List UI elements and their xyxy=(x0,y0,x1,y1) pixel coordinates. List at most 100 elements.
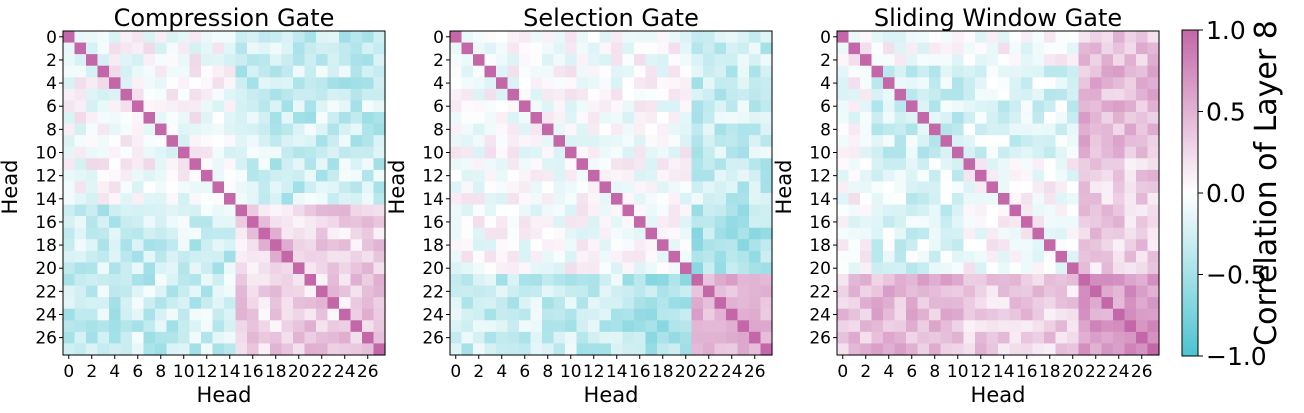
heatmap-cell xyxy=(940,88,953,102)
heatmap-cell xyxy=(860,262,873,275)
heatmap-cell xyxy=(737,320,750,333)
heatmap-cell xyxy=(634,31,647,44)
heatmap-cell xyxy=(714,135,727,148)
heatmap-cell xyxy=(883,135,896,148)
heatmap-cell xyxy=(645,274,658,287)
heatmap-cell xyxy=(1032,274,1045,287)
heatmap-cell xyxy=(132,65,145,78)
heatmap-cell xyxy=(473,331,486,345)
heatmap-cell xyxy=(247,216,260,229)
heatmap-cell xyxy=(963,77,976,90)
heatmap-cell xyxy=(986,42,999,55)
heatmap-cell xyxy=(1101,181,1114,194)
heatmap-cell xyxy=(1090,146,1103,159)
heatmap-cell xyxy=(201,100,214,113)
heatmap-cell xyxy=(350,204,363,217)
heatmap-cell xyxy=(848,227,861,240)
heatmap-cell xyxy=(461,274,474,287)
heatmap-cell xyxy=(963,308,976,321)
heatmap-cell xyxy=(1021,31,1034,44)
heatmap-cell xyxy=(714,42,727,55)
heatmap-cell xyxy=(940,135,953,148)
y-tick-label: 22 xyxy=(809,282,831,302)
heatmap-cell xyxy=(316,297,329,310)
heatmap-cell xyxy=(714,88,727,102)
heatmap-cell xyxy=(588,274,601,287)
heatmap-cell xyxy=(588,135,601,148)
heatmap-cell xyxy=(281,54,294,67)
heatmap-cell xyxy=(1078,308,1091,321)
heatmap-cell xyxy=(680,227,693,240)
heatmap-cell xyxy=(235,88,248,102)
heatmap-cell xyxy=(634,123,647,136)
heatmap-cell xyxy=(894,308,907,321)
heatmap-cell xyxy=(1136,262,1149,275)
heatmap-cell xyxy=(860,123,873,136)
heatmap-cell xyxy=(622,274,635,287)
heatmap-cell xyxy=(634,169,647,183)
heatmap-cell xyxy=(258,181,271,194)
heatmap-cell xyxy=(143,158,156,171)
heatmap-cell xyxy=(737,204,750,217)
heatmap-cell xyxy=(109,343,122,356)
heatmap-cell xyxy=(155,239,168,252)
heatmap-cell xyxy=(166,112,179,125)
heatmap-cell xyxy=(1136,239,1149,252)
heatmap-cell xyxy=(599,297,612,310)
heatmap-cell xyxy=(1136,88,1149,102)
heatmap-cell xyxy=(1101,216,1114,229)
heatmap-cell xyxy=(749,65,762,78)
heatmap-cell xyxy=(848,320,861,333)
heatmap-cell xyxy=(143,77,156,90)
heatmap-cell xyxy=(1032,31,1045,44)
heatmap-cell xyxy=(530,239,543,252)
heatmap-cell xyxy=(373,54,386,67)
heatmap-cell xyxy=(304,320,317,333)
heatmap-cell xyxy=(929,169,942,183)
heatmap-cell xyxy=(760,193,773,206)
heatmap-cell xyxy=(304,285,317,298)
heatmap-cell xyxy=(1147,31,1160,44)
heatmap-cell xyxy=(155,343,168,356)
heatmap-cell xyxy=(201,227,214,240)
heatmap-cell xyxy=(530,250,543,264)
heatmap-cell xyxy=(1032,285,1045,298)
heatmap-cell xyxy=(848,274,861,287)
heatmap-cell xyxy=(588,181,601,194)
heatmap-cell xyxy=(917,285,930,298)
heatmap-cell xyxy=(1101,320,1114,333)
heatmap-cell xyxy=(304,308,317,321)
heatmap-cell xyxy=(1021,331,1034,345)
heatmap-cell xyxy=(224,123,237,136)
heatmap-cell xyxy=(680,54,693,67)
heatmap-cell xyxy=(189,123,202,136)
heatmap-cell xyxy=(837,77,850,90)
heatmap-cell xyxy=(362,262,375,275)
heatmap-cell xyxy=(668,146,681,159)
heatmap-cell xyxy=(668,65,681,78)
heatmap-cell xyxy=(837,216,850,229)
heatmap-cell xyxy=(726,77,739,90)
heatmap-cell xyxy=(894,239,907,252)
heatmap-cell xyxy=(599,65,612,78)
heatmap-cell xyxy=(316,262,329,275)
heatmap-cell xyxy=(235,193,248,206)
heatmap-cell xyxy=(714,31,727,44)
heatmap-cell xyxy=(507,100,520,113)
heatmap-cell xyxy=(461,169,474,183)
heatmap-cell xyxy=(304,77,317,90)
heatmap-cell xyxy=(327,65,340,78)
heatmap-cell xyxy=(975,331,988,345)
heatmap-cell xyxy=(258,320,271,333)
heatmap-cell xyxy=(680,262,693,275)
heatmap-cell xyxy=(212,239,225,252)
heatmap-cell xyxy=(917,31,930,44)
heatmap-cell xyxy=(703,274,716,287)
heatmap-cell xyxy=(871,308,884,321)
heatmap-cell xyxy=(484,54,497,67)
heatmap-cell xyxy=(975,88,988,102)
heatmap-cell xyxy=(166,65,179,78)
heatmap-cell xyxy=(120,274,133,287)
